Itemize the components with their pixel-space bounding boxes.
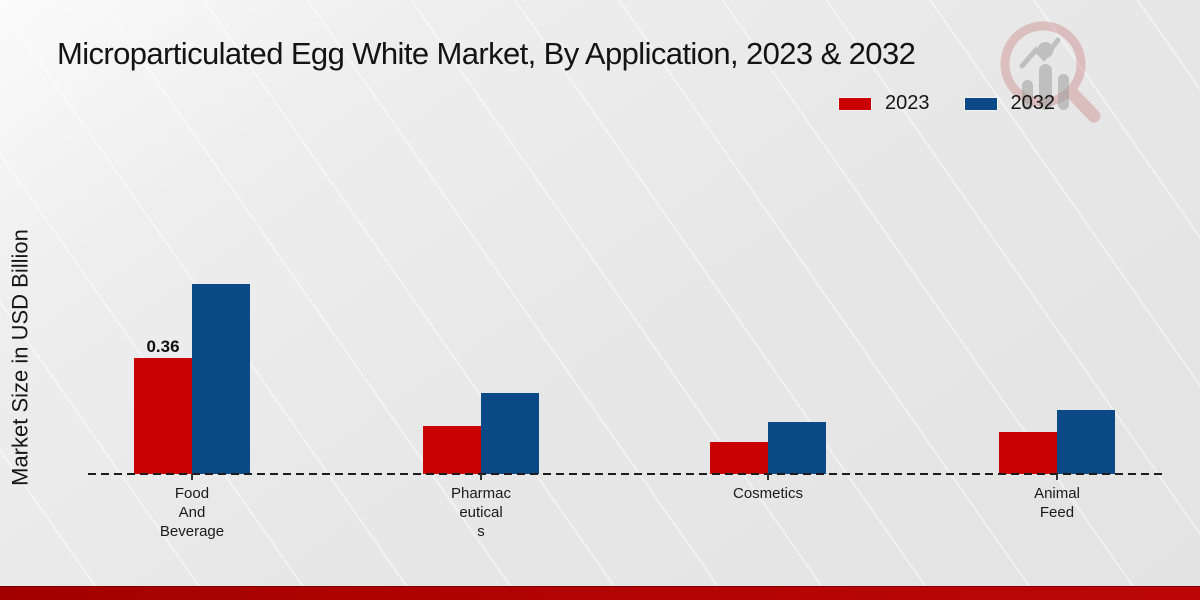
bar-2032-animal-feed [1057, 410, 1115, 474]
legend-item-2032: 2032 [963, 92, 1056, 115]
y-axis-label: Market Size in USD Billion [7, 229, 33, 486]
legend-label-2023: 2023 [885, 92, 930, 114]
x-axis-label-cosmetics: Cosmetics [732, 485, 803, 502]
legend-item-2023: 2023 [838, 92, 930, 115]
bar-2023-food-and-beverage [134, 358, 192, 474]
bar-2023-pharmaceuticals [423, 426, 481, 474]
bar-2032-cosmetics [768, 422, 826, 474]
chart-title: Microparticulated Egg White Market, By A… [57, 36, 916, 71]
legend-swatch-2032 [963, 96, 998, 111]
bar-value-label: 0.36 [146, 337, 180, 356]
x-axis-label-animal-feed: Animal Feed [1034, 485, 1080, 521]
x-axis-label-pharmaceuticals: Pharmac eutical s [450, 485, 512, 540]
x-axis-tick [767, 474, 769, 480]
bar-2032-pharmaceuticals [481, 393, 539, 474]
x-axis-label-food-and-beverage: Food And Beverage [159, 485, 225, 540]
bottom-accent-bar [0, 586, 1200, 600]
bar-2023-cosmetics [710, 442, 768, 474]
x-axis-tick [1056, 474, 1058, 480]
legend-swatch-2023 [838, 96, 872, 111]
bar-2023-animal-feed [999, 432, 1057, 474]
legend: 2023 2032 [838, 92, 1055, 115]
x-axis-tick [191, 474, 193, 480]
x-axis-baseline [88, 473, 1164, 475]
x-axis-tick [480, 474, 482, 480]
bar-2032-food-and-beverage [192, 284, 250, 474]
legend-label-2032: 2032 [1010, 92, 1056, 114]
